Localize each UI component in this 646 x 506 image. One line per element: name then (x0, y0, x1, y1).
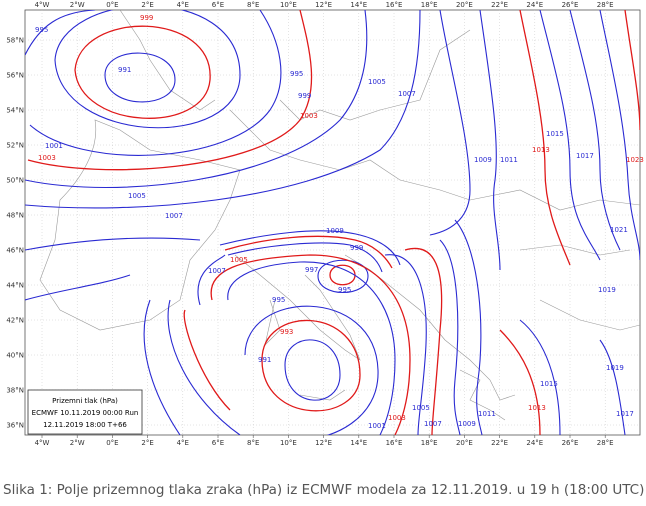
isobar-label: 1009 (458, 420, 476, 428)
legend: Prizemni tlak (hPa) ECMWF 10.11.2019 00:… (27, 389, 143, 435)
legend-title: Prizemni tlak (hPa) (52, 397, 118, 405)
lon-label: 6°E (212, 1, 224, 9)
lat-label: 56°N (6, 72, 24, 80)
isobar-label: 1007 (165, 212, 183, 220)
lon-label: 2°E (141, 1, 153, 9)
lon-label: 12°E (315, 1, 332, 9)
legend-valid: 12.11.2019 18:00 T+66 (43, 421, 127, 429)
lon-label: 8°E (247, 1, 259, 9)
lon-label: 16°E (386, 439, 403, 447)
lon-label: 4°W (35, 439, 50, 447)
isobar-label: 1019 (598, 286, 616, 294)
isobar-label: 995 (272, 296, 285, 304)
isobar-label: 1023 (626, 156, 644, 164)
lon-label: 10°E (280, 439, 297, 447)
isobar-label: 995 (338, 286, 351, 294)
caption: Slika 1: Polje prizemnog tlaka zraka (hP… (3, 482, 644, 498)
isobar-label: 997 (305, 266, 318, 274)
lon-label: 4°W (35, 1, 50, 9)
coastlines (39, 10, 640, 421)
lon-label: 18°E (421, 1, 438, 9)
lat-label: 44°N (6, 282, 24, 290)
isobar-label: 1017 (616, 410, 634, 418)
lon-label: 20°E (456, 1, 473, 9)
lon-label: 18°E (421, 439, 438, 447)
lon-label: 28°E (597, 1, 614, 9)
isobar-label: 1021 (610, 226, 628, 234)
isobar-label: 1005 (368, 78, 386, 86)
isobar-label: 1005 (230, 256, 248, 264)
isobar-label: 1005 (128, 192, 146, 200)
lon-label: 14°E (350, 1, 367, 9)
isobar-label: 999 (140, 14, 153, 22)
lon-label: 26°E (562, 439, 579, 447)
lon-label: 8°E (247, 439, 259, 447)
lat-label: 38°N (6, 387, 24, 395)
isobar-label: 1013 (532, 146, 550, 154)
lon-label: 14°E (350, 439, 367, 447)
isobar-label: 1019 (606, 364, 624, 372)
lon-label: 22°E (491, 439, 508, 447)
lon-label: 2°W (70, 439, 85, 447)
lon-label: 22°E (491, 1, 508, 9)
lat-label: 36°N (6, 422, 24, 430)
lat-label: 42°N (6, 317, 24, 325)
isobar-label: 1017 (576, 152, 594, 160)
isobar-label: 999 (298, 92, 311, 100)
lat-label: 50°N (6, 177, 24, 185)
isobar-label: 1007 (424, 420, 442, 428)
lon-label: 2°E (141, 439, 153, 447)
lon-label: 20°E (456, 439, 473, 447)
lon-label: 4°E (177, 1, 189, 9)
lon-label: 12°E (315, 439, 332, 447)
isobar-label: 1001 (45, 142, 63, 150)
isobar-label: 995 (290, 70, 303, 78)
lat-label: 52°N (6, 142, 24, 150)
isobar-label: 1005 (412, 404, 430, 412)
isobar-label: 1011 (500, 156, 518, 164)
isobars (25, 10, 640, 435)
lon-label: 24°E (526, 439, 543, 447)
lat-label: 48°N (6, 212, 24, 220)
isobar-label: 991 (258, 356, 271, 364)
legend-run: ECMWF 10.11.2019 00:00 Run (32, 409, 139, 417)
lat-label: 46°N (6, 247, 24, 255)
lat-label: 40°N (6, 352, 24, 360)
lon-label: 26°E (562, 1, 579, 9)
lon-label: 4°E (177, 439, 189, 447)
isobar-label: 995 (35, 26, 48, 34)
isobar-label: 991 (118, 66, 131, 74)
isobar-label: 1015 (546, 130, 564, 138)
lon-label: 0°E (106, 439, 118, 447)
lon-label: 24°E (526, 1, 543, 9)
isobar-label: 999 (350, 244, 363, 252)
lat-label: 54°N (6, 107, 24, 115)
isobar-label: 1007 (398, 90, 416, 98)
isobar-labels: 995 999 991 995 999 1003 1005 1007 1001 … (35, 14, 644, 430)
lon-label: 6°E (212, 439, 224, 447)
isobar-label: 1011 (478, 410, 496, 418)
lon-label: 0°E (106, 1, 118, 9)
lon-label: 16°E (386, 1, 403, 9)
lon-label: 28°E (597, 439, 614, 447)
isobar-label: 1003 (300, 112, 318, 120)
isobar-label: 1015 (540, 380, 558, 388)
isobar-label: 1009 (326, 227, 344, 235)
isobar-label: 1007 (208, 267, 226, 275)
isobar-label: 1013 (528, 404, 546, 412)
lon-label: 2°W (70, 1, 85, 9)
isobar-label: 1003 (38, 154, 56, 162)
isobar-label: 993 (280, 328, 293, 336)
map-frame (24, 9, 641, 436)
isobar-label: 1009 (474, 156, 492, 164)
legend-box (27, 389, 143, 435)
isobar-label: 1001 (368, 422, 386, 430)
lon-label: 10°E (280, 1, 297, 9)
isobar-label: 1003 (388, 414, 406, 422)
lat-label: 58°N (6, 37, 24, 45)
